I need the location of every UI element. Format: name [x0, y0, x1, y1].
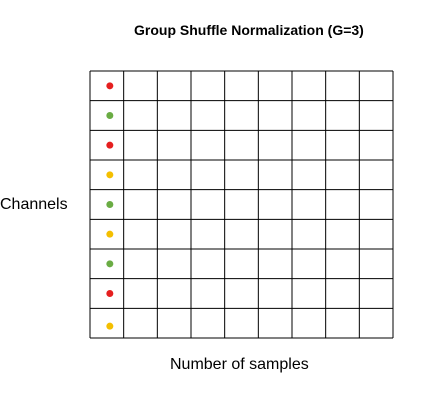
channel-group-dot-green	[106, 112, 114, 119]
y-axis-label: Channels	[0, 196, 68, 213]
channel-group-dot-red	[106, 82, 114, 90]
channel-group-dot-yellow	[106, 230, 114, 238]
channel-group-dot-yellow	[106, 171, 114, 179]
channel-group-dot-green	[106, 201, 114, 208]
channel-group-dot-red	[106, 141, 114, 149]
channel-group-dot-green	[106, 260, 114, 268]
channel-group-dot-red	[106, 290, 114, 297]
x-axis-label: Number of samples	[170, 356, 309, 373]
channel-group-dot-yellow	[106, 322, 114, 330]
diagram-title: Group Shuffle Normalization (G=3)	[134, 22, 364, 38]
